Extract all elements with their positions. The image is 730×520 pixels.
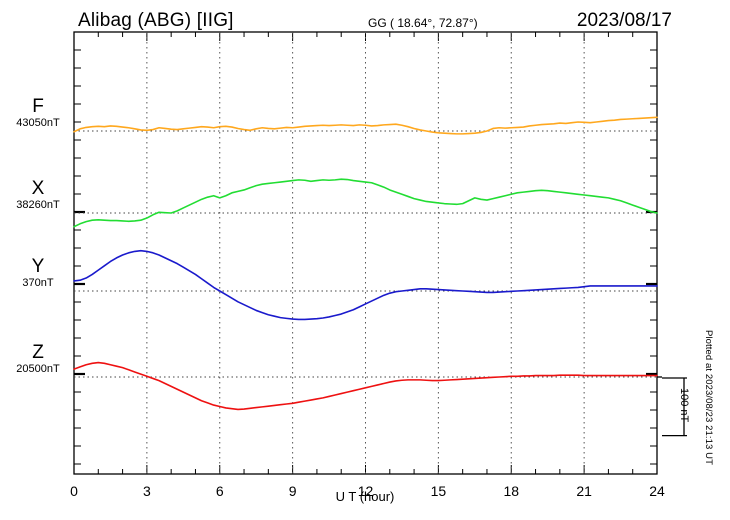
trace-x: [73, 178, 658, 228]
x-tick-label: 24: [649, 483, 665, 499]
component-symbol-y: Y: [31, 256, 45, 277]
component-label-f: F 43050nT: [6, 97, 70, 130]
component-baseline-x: 38260nT: [16, 199, 60, 211]
component-symbol-x: X: [31, 178, 45, 199]
geographic-coordinates-label: GG ( 18.64°, 72.87°): [368, 16, 478, 30]
page-title: Alibag (ABG) [IIG]: [78, 10, 234, 31]
component-symbol-f: F: [32, 96, 44, 117]
x-tick-label: 15: [431, 483, 447, 499]
component-baseline-f: 43050nT: [16, 117, 60, 129]
observation-date: 2023/08/17: [576, 10, 672, 31]
trace-f: [73, 116, 658, 135]
x-tick-label: 12: [358, 483, 374, 499]
x-tick-label: 9: [289, 483, 297, 499]
plotted-at-timestamp: Plotted at 2023/08/23 21:13 UT: [703, 330, 714, 466]
component-label-z: Z 20500nT: [6, 343, 70, 376]
component-symbol-z: Z: [32, 342, 44, 363]
x-tick-label: 21: [576, 483, 592, 499]
trace-z: [73, 361, 658, 411]
x-tick-label: 0: [70, 483, 78, 499]
x-tick-label: 6: [216, 483, 224, 499]
component-baseline-y: 370nT: [22, 277, 54, 289]
scale-bar-label: 100 nT: [678, 388, 690, 423]
x-tick-label: 18: [503, 483, 519, 499]
component-label-x: X 38260nT: [6, 179, 70, 212]
component-baseline-z: 20500nT: [16, 363, 60, 375]
x-axis-title: U T (hour): [335, 489, 395, 504]
x-tick-label: 3: [143, 483, 151, 499]
trace-y: [73, 249, 658, 321]
component-label-y: Y 370nT: [6, 257, 70, 290]
